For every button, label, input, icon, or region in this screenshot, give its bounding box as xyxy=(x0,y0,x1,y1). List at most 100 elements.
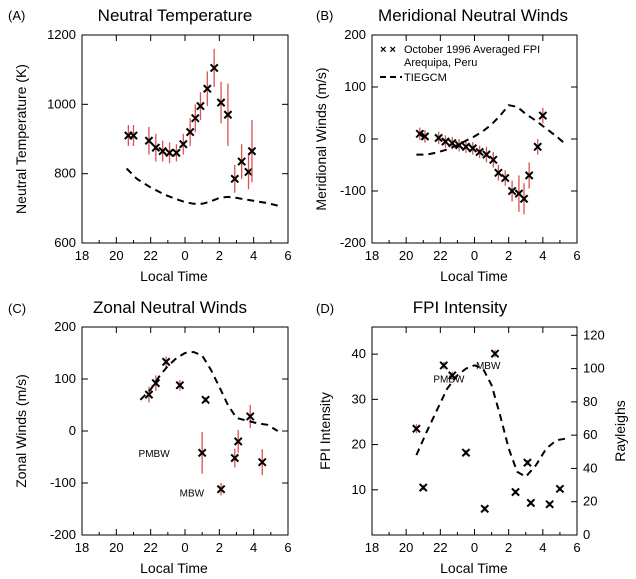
marker-stroke xyxy=(441,137,450,146)
marker-stroke xyxy=(533,142,543,152)
marker-stroke xyxy=(230,453,240,463)
data-point-x-marker xyxy=(461,448,471,458)
data-point-x-marker xyxy=(415,129,425,139)
data-point-x-marker xyxy=(488,155,498,165)
x-tick-label: 0 xyxy=(471,248,478,263)
annotation-label: PMBW xyxy=(433,375,465,386)
data-point-x-marker xyxy=(237,157,246,166)
marker-stroke xyxy=(190,113,200,123)
x-tick-label: 20 xyxy=(399,248,413,263)
y-axis-label: Meridional Winds (m/s) xyxy=(313,67,329,210)
marker-stroke xyxy=(494,168,503,178)
legend-entry-fpi-location: Arequipa, Peru xyxy=(404,57,477,69)
model-curve-dashed xyxy=(416,104,568,156)
data-point-x-marker xyxy=(507,186,517,196)
data-point-x-marker xyxy=(209,63,219,73)
data-point-x-marker xyxy=(230,174,240,184)
marker-stroke xyxy=(555,484,565,494)
y-tick-label: 10 xyxy=(352,482,366,497)
marker-stroke xyxy=(434,133,443,143)
x-tick-label: 4 xyxy=(250,540,257,555)
data-point-x-marker xyxy=(161,357,171,367)
marker-stroke xyxy=(519,194,529,204)
marker-stroke xyxy=(439,361,449,370)
marker-stroke xyxy=(480,504,490,514)
legend: × × October 1996 Averaged FPI Arequipa, … xyxy=(380,44,540,84)
marker-stroke xyxy=(196,101,205,111)
y-tick-label: 0 xyxy=(359,131,366,146)
marker-stroke xyxy=(538,111,548,120)
data-point-x-marker xyxy=(524,171,534,180)
marker-stroke xyxy=(209,63,219,73)
x-axis-label: Local Time xyxy=(440,560,508,576)
x-tick-label: 18 xyxy=(365,540,379,555)
chart-title: FPI Intensity xyxy=(413,298,508,317)
data-point-x-marker xyxy=(233,437,243,446)
data-point-x-marker xyxy=(420,132,430,141)
x-tick-label: 6 xyxy=(573,248,580,263)
x-tick-label: 0 xyxy=(471,540,478,555)
marker-stroke xyxy=(507,186,517,196)
data-point-x-marker xyxy=(555,484,565,494)
data-point-x-marker xyxy=(244,167,253,177)
y-tick-label: 200 xyxy=(344,27,366,42)
marker-stroke xyxy=(488,155,498,165)
marker-stroke xyxy=(461,448,471,458)
y-tick-label: 30 xyxy=(352,391,366,406)
marker-stroke xyxy=(447,138,457,148)
data-point-x-marker xyxy=(201,395,210,405)
y2-tick-label: 60 xyxy=(583,427,597,442)
data-point-x-marker xyxy=(490,349,500,358)
marker-stroke xyxy=(420,132,430,141)
x-tick-label: 0 xyxy=(181,540,188,555)
data-point-x-marker xyxy=(144,390,154,399)
data-point-x-marker xyxy=(441,137,450,146)
data-point-x-marker xyxy=(247,146,257,156)
marker-stroke xyxy=(511,487,520,497)
model-curve-dashed xyxy=(139,350,279,432)
marker-stroke xyxy=(151,143,161,152)
data-point-x-marker xyxy=(439,361,449,370)
data-point-x-marker xyxy=(151,378,161,388)
data-point-x-marker xyxy=(216,98,226,107)
x-tick-label: 2 xyxy=(216,540,223,555)
legend-entry-fpi: October 1996 Averaged FPI xyxy=(404,44,540,56)
x-tick-label: 22 xyxy=(143,540,157,555)
marker-stroke xyxy=(230,174,240,184)
marker-stroke xyxy=(523,458,532,467)
marker-stroke xyxy=(161,357,171,367)
legend-entry-model: TIEGCM xyxy=(404,72,447,84)
x-tick-label: 4 xyxy=(539,540,546,555)
data-point-x-marker xyxy=(223,110,233,120)
x-tick-label: 20 xyxy=(109,248,123,263)
data-point-x-marker xyxy=(151,143,161,152)
marker-stroke xyxy=(144,136,154,146)
data-point-x-marker xyxy=(545,499,554,509)
marker-stroke xyxy=(175,380,185,390)
panel-c-zonal-winds: (C) Zonal Neutral Winds Local Time Zonal… xyxy=(8,298,292,576)
data-point-x-marker xyxy=(216,484,226,494)
x-tick-label: 2 xyxy=(216,248,223,263)
data-point-x-marker xyxy=(533,142,543,152)
x-tick-label: 6 xyxy=(284,540,291,555)
y-tick-label: 40 xyxy=(352,346,366,361)
data-point-x-marker xyxy=(511,487,520,497)
marker-stroke xyxy=(475,147,484,157)
panel-a-neutral-temperature: (A) Neutral Temperature Local Time Neutr… xyxy=(8,6,292,284)
y-tick-label: -200 xyxy=(50,527,76,542)
x-tick-label: 2 xyxy=(505,540,512,555)
panel-letter: (A) xyxy=(8,8,25,23)
data-point-x-marker xyxy=(178,139,188,149)
x-tick-label: 22 xyxy=(143,248,157,263)
y-tick-label: -100 xyxy=(50,475,76,490)
x-tick-label: 4 xyxy=(539,248,546,263)
plot-frame xyxy=(81,326,289,536)
model-curve-dashed xyxy=(415,364,567,479)
marker-stroke xyxy=(203,84,212,94)
marker-stroke xyxy=(197,448,207,458)
x-tick-label: 20 xyxy=(399,540,413,555)
marker-stroke xyxy=(418,483,428,492)
data-point-x-marker xyxy=(172,148,181,158)
marker-stroke xyxy=(526,498,536,508)
